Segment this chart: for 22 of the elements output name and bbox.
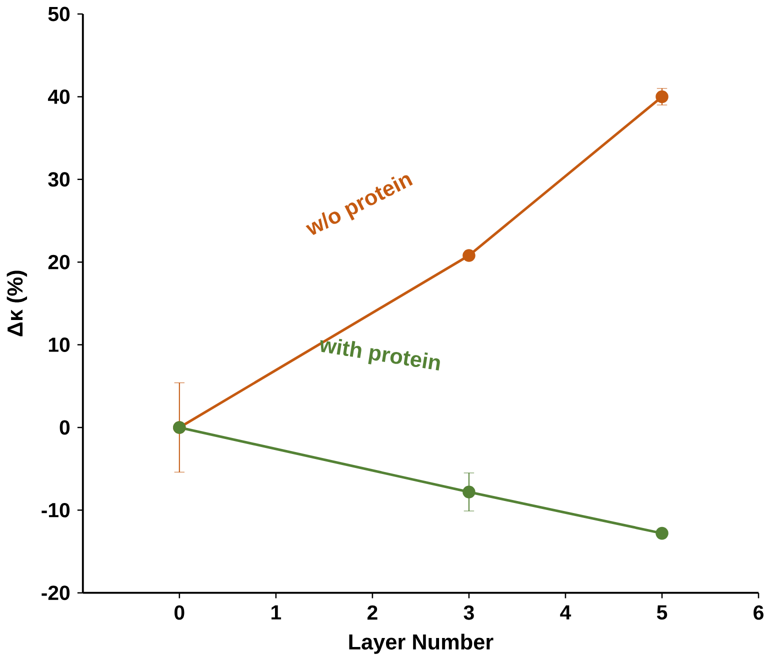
point [462, 486, 476, 498]
y-tick-label: 40 [48, 90, 70, 104]
x-tick-label: 1 [272, 605, 282, 620]
y-tick-label: -10 [42, 503, 70, 518]
y-tick-label: 0 [60, 420, 70, 435]
x-tick-label: 0 [174, 606, 184, 620]
x-tick-label: 2 [367, 606, 378, 620]
y-axis-title: Δκ (%) [6, 270, 28, 336]
annotation: with protein [320, 338, 440, 371]
y-tick-label: 50 [48, 6, 70, 22]
y-tick-label: 10 [48, 338, 70, 352]
x-tick-label: 6 [754, 606, 764, 620]
y-tick-label: 30 [48, 172, 70, 187]
point [656, 90, 668, 104]
y-tick-label: 20 [48, 255, 70, 270]
y-tick-label: -20 [42, 586, 70, 600]
x-tick-label: 5 [656, 605, 668, 620]
point [462, 249, 476, 262]
x-axis-title: Layer Number [349, 634, 494, 654]
x-tick-label: 4 [560, 605, 572, 620]
x-tick-label: 3 [464, 606, 474, 620]
point [656, 527, 668, 540]
